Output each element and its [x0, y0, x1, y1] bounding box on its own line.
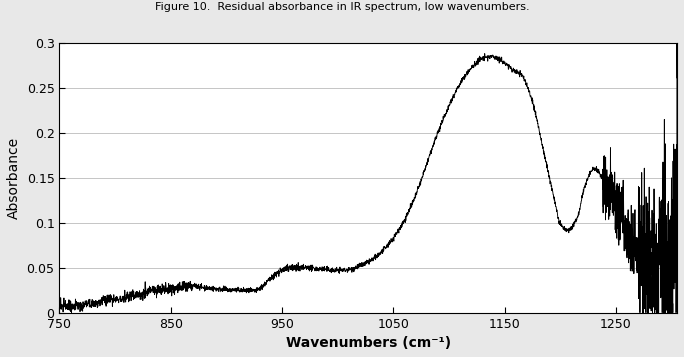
Y-axis label: Absorbance: Absorbance [7, 137, 21, 219]
X-axis label: Wavenumbers (cm⁻¹): Wavenumbers (cm⁻¹) [286, 336, 451, 350]
Text: Figure 10.  Residual absorbance in IR spectrum, low wavenumbers.: Figure 10. Residual absorbance in IR spe… [155, 2, 529, 12]
